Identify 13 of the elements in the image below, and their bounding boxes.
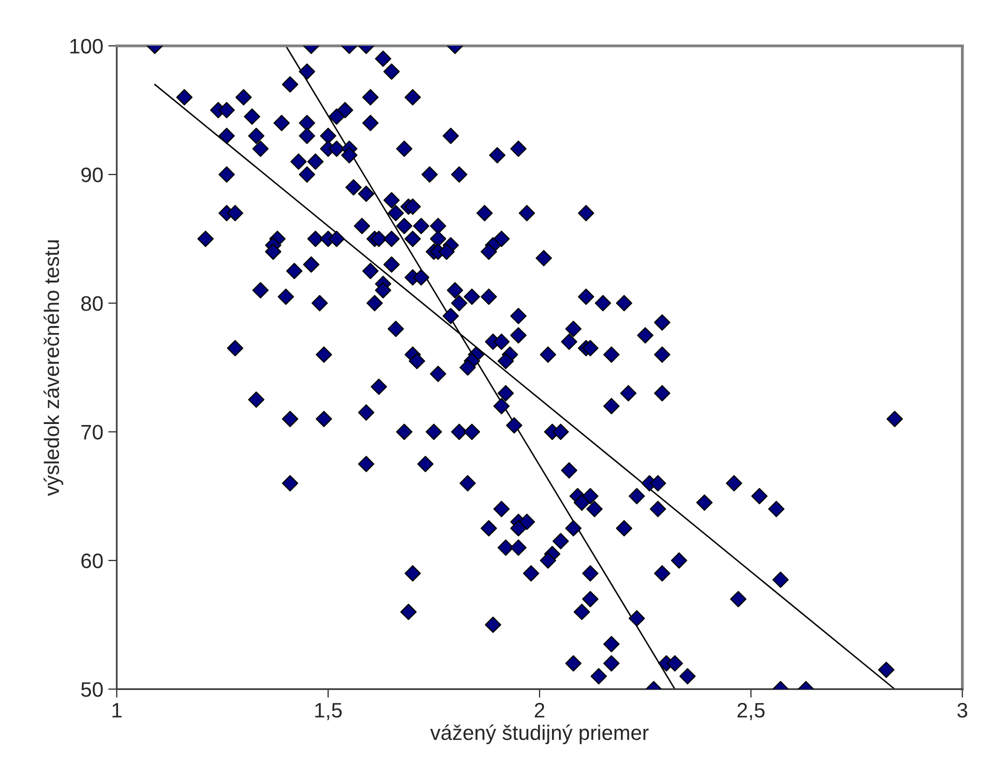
x-axis-title: vážený študijný priemer [430,724,649,744]
y-tick-label: 90 [81,168,103,182]
x-tick-label: 2 [534,702,544,718]
y-tick-label: 100 [70,38,103,54]
y-tick-label: 70 [81,424,103,440]
y-tick-label: 80 [81,296,103,311]
y-axis-title: výsledok záverečného testu [44,240,64,496]
y-tick-label: 50 [81,682,103,697]
x-tick-label: 1,5 [315,703,342,720]
x-tick-label: 3 [957,702,968,718]
x-tick-label: 2,5 [738,702,765,720]
y-tick-label: 60 [81,553,103,568]
x-tick-label: 1 [112,703,122,718]
